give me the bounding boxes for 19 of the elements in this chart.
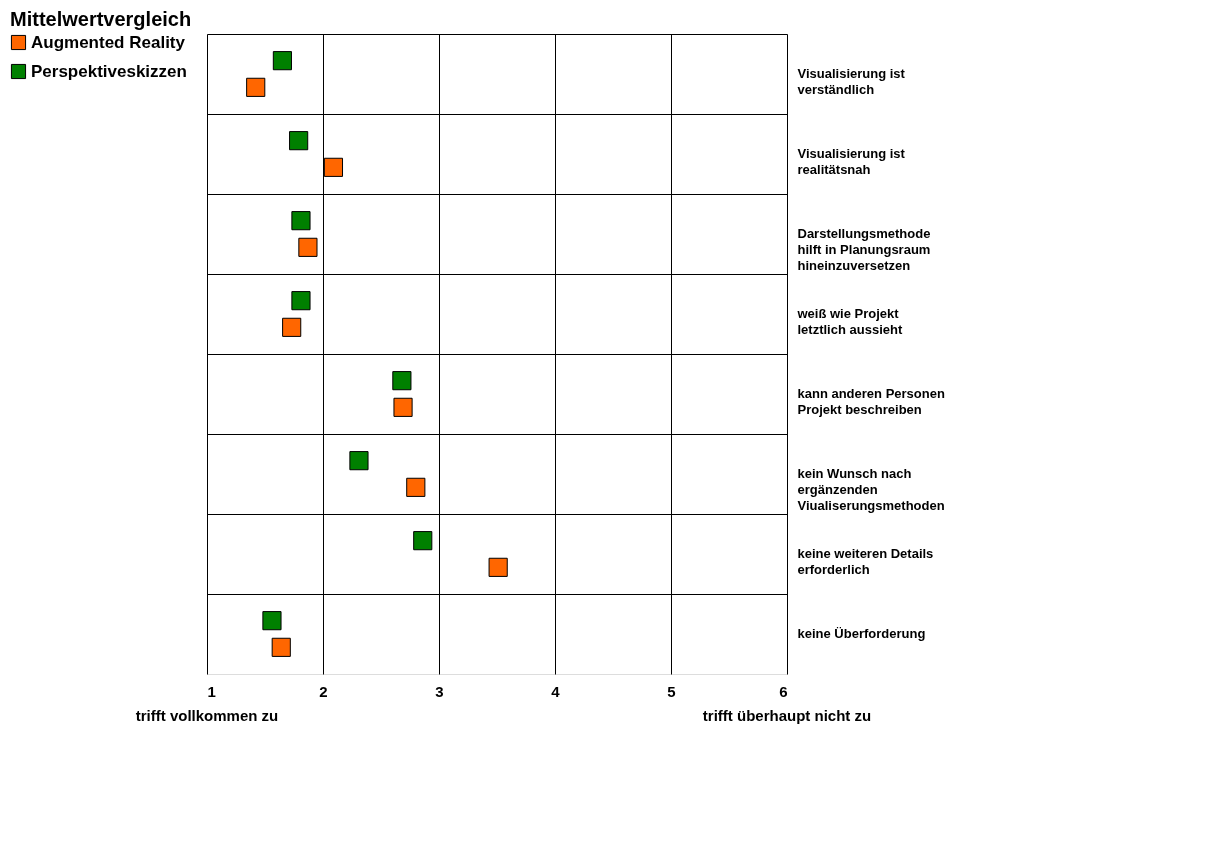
y-tick-label: keine Überforderung — [797, 626, 926, 641]
x-tick-label: 6 — [779, 682, 788, 700]
y-tick-label: kein Wunsch nach ergänzenden Viualiserungsmethoden — [797, 466, 945, 513]
legend-label: Perspektiveskizzen — [31, 61, 187, 81]
y-tick-label: Visualisierung ist realitätsnah — [797, 146, 906, 177]
x-tick-label: 3 — [435, 682, 444, 700]
y-tick-label: Darstellungsmethode hilft in Planungsraum hineinzuversetzen — [797, 226, 931, 273]
x-tick-label: 4 — [551, 682, 561, 700]
x-tick-label: 5 — [667, 682, 676, 700]
x-tick-label: 2 — [319, 682, 328, 700]
y-tick-label: weiß wie Projekt letztlich aussieht — [796, 306, 903, 337]
text: trifft überhaupt nicht zu — [702, 707, 872, 724]
chart-title: Mittelwertvergleich — [10, 8, 192, 30]
y-tick-label: keine weiteren Details erforderlich — [797, 546, 934, 577]
y-tick-label: Visualisierung ist verständlich — [797, 66, 906, 97]
x-tick-label: 1 — [207, 682, 216, 700]
text: trifft vollkommen zu — [135, 707, 279, 724]
legend-label: Augmented Reality — [31, 32, 186, 52]
y-tick-label: kann anderen Personen Projekt beschreiben — [797, 386, 945, 417]
